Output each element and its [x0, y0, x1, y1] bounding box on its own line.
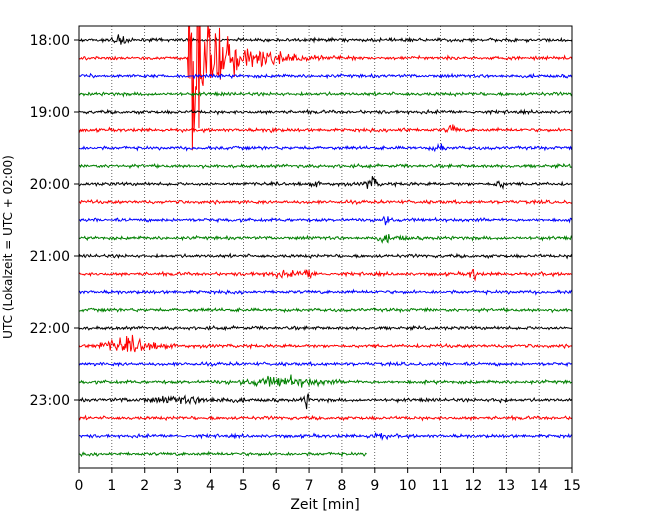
seismic-trace-2115 [79, 268, 572, 282]
x-tick-label: 14 [530, 478, 548, 494]
y-tick-label: 22:00 [30, 321, 70, 337]
y-tick-label: 18:00 [30, 33, 70, 49]
seismic-trace-2000 [79, 176, 572, 190]
y-tick-label: 21:00 [30, 249, 70, 265]
y-tick-label: 20:00 [30, 177, 70, 193]
x-tick-label: 4 [206, 478, 215, 494]
y-axis-ticks: 18:00 19:00 20:00 21:00 22:00 23:00 [30, 33, 79, 409]
seismic-trace-2245 [79, 374, 572, 388]
seismic-trace-2030 [79, 215, 572, 226]
y-tick-label: 23:00 [30, 393, 70, 409]
seismic-trace-2215 [79, 334, 572, 353]
x-tick-label: 3 [173, 478, 182, 494]
x-axis-ticks: 0 1 2 3 4 5 6 7 8 9 10 11 12 13 14 15 [75, 468, 581, 494]
seismic-trace-1815 [79, 26, 572, 151]
x-tick-label: 7 [305, 478, 314, 494]
x-tick-label: 13 [497, 478, 515, 494]
seismic-trace-2015 [79, 198, 572, 206]
y-tick-label: 19:00 [30, 105, 70, 121]
x-tick-label: 5 [239, 478, 248, 494]
x-tick-label: 2 [140, 478, 149, 494]
seismic-trace-2345 [79, 450, 367, 458]
seismic-trace-2045 [79, 233, 572, 244]
plot-frame [78, 25, 573, 469]
x-tick-label: 1 [107, 478, 116, 494]
seismic-trace-2100 [79, 252, 572, 260]
seismic-trace-2315 [79, 414, 572, 422]
seismic-trace-1800 [79, 34, 572, 45]
seismic-traces [79, 26, 572, 458]
x-tick-label: 12 [464, 478, 482, 494]
seismic-trace-2145 [79, 306, 572, 314]
x-tick-label: 10 [399, 478, 417, 494]
seismic-trace-2330 [79, 432, 572, 442]
x-tick-label: 0 [75, 478, 84, 494]
seismic-trace-2200 [79, 324, 572, 332]
x-tick-label: 9 [370, 478, 379, 494]
x-tick-label: 6 [272, 478, 281, 494]
y-axis-label: UTC (Lokalzeit = UTC + 02:00) [1, 155, 15, 339]
x-tick-label: 11 [432, 478, 450, 494]
seismic-trace-1830 [79, 72, 572, 80]
x-axis-label: Zeit [min] [290, 497, 359, 513]
seismic-trace-1900 [79, 108, 572, 116]
seismic-trace-1945 [79, 162, 572, 170]
seismic-trace-1845 [79, 90, 572, 98]
x-tick-label: 8 [337, 478, 346, 494]
seismic-trace-2130 [79, 288, 572, 296]
seismic-trace-1915 [79, 124, 572, 134]
seismic-trace-2300 [79, 393, 572, 410]
seismic-trace-2230 [79, 360, 572, 368]
x-tick-label: 15 [563, 478, 581, 494]
seismic-trace-1930 [79, 142, 572, 153]
